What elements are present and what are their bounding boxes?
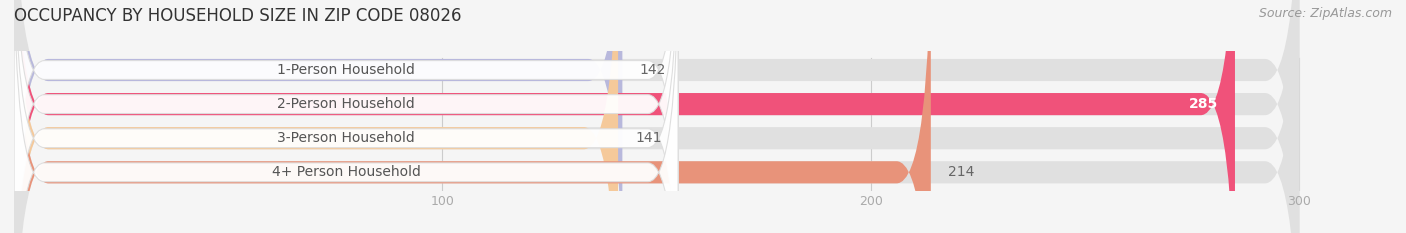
Text: 3-Person Household: 3-Person Household (277, 131, 415, 145)
FancyBboxPatch shape (14, 0, 678, 233)
FancyBboxPatch shape (14, 0, 1299, 233)
FancyBboxPatch shape (14, 0, 1299, 233)
Text: 4+ Person Household: 4+ Person Household (271, 165, 420, 179)
Text: 142: 142 (640, 63, 666, 77)
Text: OCCUPANCY BY HOUSEHOLD SIZE IN ZIP CODE 08026: OCCUPANCY BY HOUSEHOLD SIZE IN ZIP CODE … (14, 7, 461, 25)
FancyBboxPatch shape (14, 0, 678, 233)
Text: Source: ZipAtlas.com: Source: ZipAtlas.com (1258, 7, 1392, 20)
Text: 214: 214 (948, 165, 974, 179)
Text: 1-Person Household: 1-Person Household (277, 63, 415, 77)
FancyBboxPatch shape (14, 0, 619, 233)
Text: 2-Person Household: 2-Person Household (277, 97, 415, 111)
FancyBboxPatch shape (14, 0, 623, 233)
FancyBboxPatch shape (14, 0, 1299, 233)
FancyBboxPatch shape (14, 0, 931, 233)
Text: 141: 141 (636, 131, 662, 145)
FancyBboxPatch shape (14, 0, 1299, 233)
FancyBboxPatch shape (14, 0, 1234, 233)
FancyBboxPatch shape (14, 0, 678, 233)
Text: 285: 285 (1188, 97, 1218, 111)
FancyBboxPatch shape (14, 0, 678, 233)
